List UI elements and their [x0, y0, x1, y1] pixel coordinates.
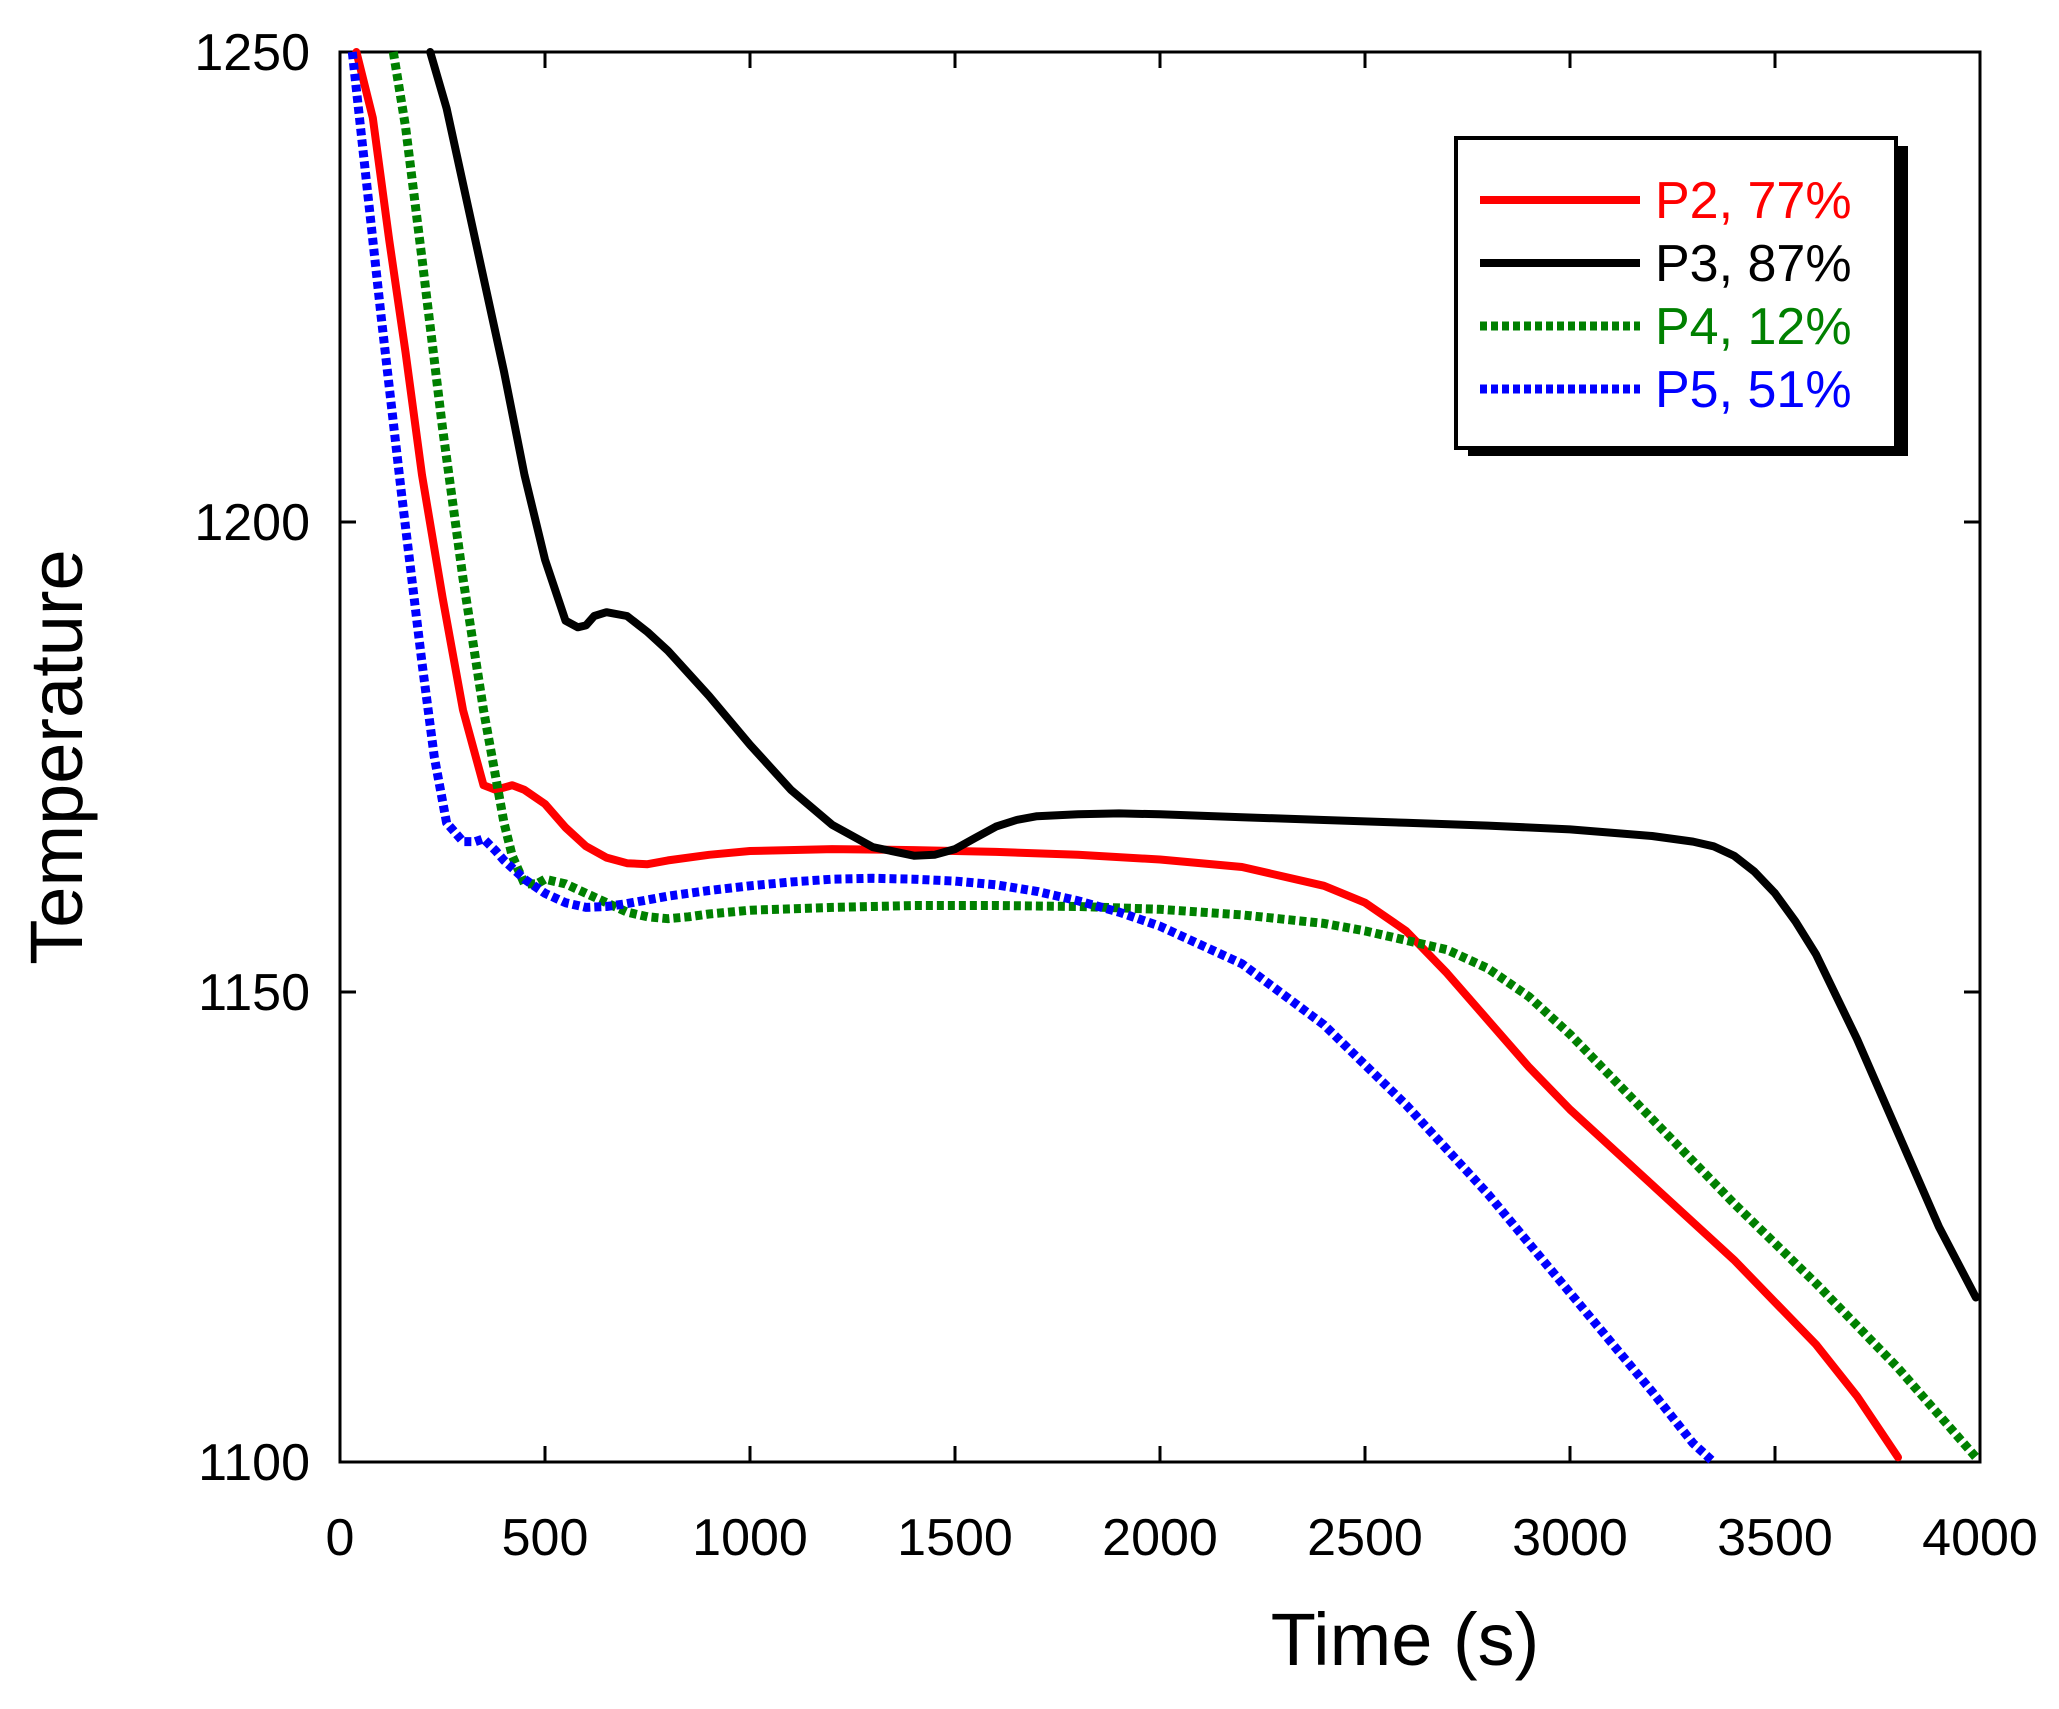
x-tick-label: 1500	[897, 1509, 1013, 1567]
y-tick-label: 1150	[198, 964, 310, 1022]
legend-label-1: P2, 77%	[1655, 172, 1852, 230]
x-tick-label: 3000	[1512, 1509, 1628, 1567]
series-layer	[347, 48, 1980, 1466]
series-line-1	[352, 48, 1902, 1462]
x-axis-label: Time (s)	[1271, 1598, 1540, 1681]
series-line-3	[388, 51, 1980, 1461]
x-tick-label: 2500	[1307, 1509, 1423, 1567]
y-tick-label: 1100	[198, 1434, 310, 1492]
x-tick-label: 3500	[1717, 1509, 1833, 1567]
x-tick-label: 0	[326, 1509, 355, 1567]
y-tick-label: 1250	[194, 24, 310, 82]
legend-items: P2, 77%P3, 87%P4, 12%P5, 51%	[1480, 172, 1852, 419]
x-tick-label: 1000	[692, 1509, 808, 1567]
y-tick-label: 1200	[194, 494, 310, 552]
x-tick-label: 4000	[1922, 1509, 2038, 1567]
axis-ticks: 0 500 1000 1500 2000 2500 3000 3500 4000 1100 1150…	[194, 24, 2038, 1567]
x-tick-label: 2000	[1102, 1509, 1218, 1567]
legend-label-4: P5, 51%	[1655, 361, 1852, 419]
legend-label-2: P3, 87%	[1655, 235, 1852, 293]
legend-label-3: P4, 12%	[1655, 298, 1852, 356]
y-axis-label: Temperature	[15, 549, 98, 964]
x-tick-label: 500	[502, 1509, 589, 1567]
series-line-2	[426, 48, 1980, 1302]
legend-box	[1454, 136, 1898, 450]
legend: P2, 77%P3, 87%P4, 12%P5, 51%	[1454, 136, 1908, 456]
